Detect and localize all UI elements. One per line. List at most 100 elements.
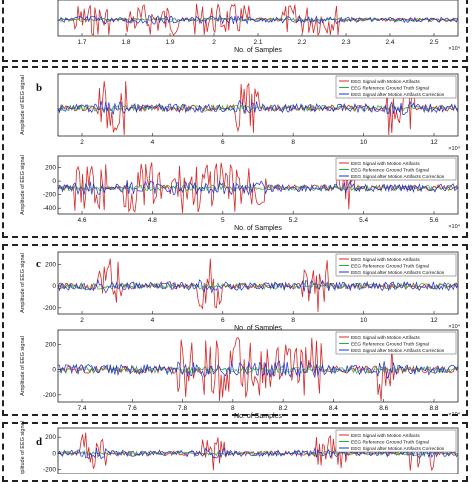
series-line-ground-truth xyxy=(57,183,459,192)
x-tick-label: 5.6 xyxy=(429,217,438,224)
legend-entry: EEG Reference Ground Truth Signal xyxy=(351,439,429,445)
x-tick-label: 2 xyxy=(80,317,84,324)
series-line-artifact xyxy=(57,2,459,37)
x-tick-label: 12 xyxy=(430,317,438,324)
x-tick-label: 5.2 xyxy=(289,217,298,224)
x-axis-label: No. of Samples xyxy=(234,225,282,232)
legend-box xyxy=(335,253,457,277)
x-tick-label: 4.8 xyxy=(148,217,157,224)
series-line-corrected xyxy=(57,447,459,460)
x-tick-label: 2.3 xyxy=(341,39,350,46)
x-tick-label: 8 xyxy=(291,317,295,324)
x-tick-label: 4.6 xyxy=(77,217,86,224)
x-tick-label: 12 xyxy=(430,139,438,146)
x-tick-label: 1.8 xyxy=(121,39,130,46)
x-tick-label: 8.6 xyxy=(379,405,388,412)
series-line-artifact xyxy=(57,432,458,472)
legend-entry: EEG Signal with Motion Artifacts xyxy=(351,79,420,85)
x-tick-label: 8 xyxy=(231,405,235,412)
y-tick-label: 200 xyxy=(45,261,56,268)
x-tick-label: 10 xyxy=(360,317,368,324)
y-axis-label: Amplitude of EEG signal xyxy=(20,421,26,474)
legend-box xyxy=(335,331,457,355)
legend-entry: EEG Signal after Motion Artifacts Correc… xyxy=(351,92,445,98)
x-exponent: ×10⁴ xyxy=(448,323,460,330)
y-tick-label: -400 xyxy=(43,205,56,212)
x-tick-label: 1.9 xyxy=(165,39,174,46)
panel-frame-top xyxy=(2,0,468,62)
legend-box xyxy=(335,157,457,181)
x-axis-label: No. of Samples xyxy=(234,413,282,420)
series-line-artifact xyxy=(57,258,459,313)
x-tick-label: 2.4 xyxy=(385,39,394,46)
x-axis-label: No. of Samples xyxy=(234,325,282,332)
panel-label-c: c xyxy=(36,258,41,270)
legend-entry: EEG Reference Ground Truth Signal xyxy=(351,167,429,173)
y-tick-label: -200 xyxy=(43,192,56,199)
y-axis-label: Amplitude of EEG signal xyxy=(20,336,26,396)
y-tick-label: 0 xyxy=(52,367,56,374)
legend-entry: EEG Signal after Motion Artifacts Correc… xyxy=(351,446,445,452)
legend-entry: EEG Signal with Motion Artifacts xyxy=(351,335,420,341)
y-tick-label: 200 xyxy=(45,165,56,172)
x-tick-label: 5.4 xyxy=(359,217,368,224)
series-line-corrected xyxy=(57,278,459,294)
x-tick-label: 6 xyxy=(221,317,225,324)
x-exponent: ×10⁴ xyxy=(448,145,460,152)
series-line-corrected xyxy=(57,99,459,115)
panel-label-b: b xyxy=(36,82,43,94)
y-tick-label: 200 xyxy=(45,341,56,348)
legend-entry: EEG Signal with Motion Artifacts xyxy=(351,161,420,167)
legend-entry: EEG Reference Ground Truth Signal xyxy=(351,85,429,91)
y-axis-label: Amplitude of EEG signal xyxy=(20,155,26,215)
legend-entry: EEG Signal with Motion Artifacts xyxy=(351,433,420,439)
x-tick-label: 4 xyxy=(151,139,155,146)
x-tick-label: 7.6 xyxy=(128,405,137,412)
y-tick-label: 0 xyxy=(52,178,56,185)
x-exponent: ×10⁴ xyxy=(448,223,460,230)
x-tick-label: 6 xyxy=(221,139,225,146)
legend-entry: EEG Signal after Motion Artifacts Correc… xyxy=(351,270,445,276)
x-exponent: ×10⁴ xyxy=(448,411,460,418)
series-line-artifact xyxy=(57,81,459,136)
legend-entry: EEG Signal after Motion Artifacts Correc… xyxy=(351,174,445,180)
panel-frame-c: c xyxy=(2,244,468,416)
y-tick-label: -200 xyxy=(43,305,56,312)
x-tick-label: 8.2 xyxy=(279,405,288,412)
series-line-corrected xyxy=(57,360,459,379)
legend-box xyxy=(335,75,457,99)
panel-frame-b: b xyxy=(2,66,468,238)
legend-entry: EEG Signal after Motion Artifacts Correc… xyxy=(351,348,445,354)
x-tick-label: 2.5 xyxy=(429,39,438,46)
y-tick-label: -200 xyxy=(43,392,56,399)
x-tick-label: 7.4 xyxy=(77,405,86,412)
x-tick-label: 7.8 xyxy=(178,405,187,412)
series-line-corrected xyxy=(57,180,459,196)
y-tick-label: 200 xyxy=(45,434,56,441)
x-tick-label: 10 xyxy=(360,139,368,146)
x-tick-label: 5 xyxy=(221,217,225,224)
series-line-ground-truth xyxy=(57,282,459,291)
legend-entry: EEG Signal with Motion Artifacts xyxy=(351,257,420,263)
legend-entry: EEG Reference Ground Truth Signal xyxy=(351,341,429,347)
x-tick-label: 2.1 xyxy=(253,39,262,46)
legend-box xyxy=(335,429,457,453)
x-exponent: ×10⁴ xyxy=(448,45,460,52)
y-tick-label: -200 xyxy=(43,466,56,473)
y-axis-label: Amplitude of EEG signal xyxy=(20,75,26,135)
legend-entry: EEG Reference Ground Truth Signal xyxy=(351,263,429,269)
x-tick-label: 1.7 xyxy=(77,39,86,46)
x-tick-label: 4 xyxy=(151,317,155,324)
y-tick-label: 0 xyxy=(52,283,56,290)
y-axis-label: Amplitude of EEG signal xyxy=(20,253,26,313)
x-tick-label: 2 xyxy=(212,39,216,46)
y-tick-label: 0 xyxy=(52,450,56,457)
x-tick-label: 8 xyxy=(291,139,295,146)
series-line-corrected xyxy=(57,14,459,25)
x-axis-label: No. of Samples xyxy=(234,47,282,54)
x-tick-label: 2 xyxy=(80,139,84,146)
panel-label-d: d xyxy=(36,436,43,448)
x-tick-label: 2.2 xyxy=(297,39,306,46)
x-tick-label: 8.8 xyxy=(429,405,438,412)
